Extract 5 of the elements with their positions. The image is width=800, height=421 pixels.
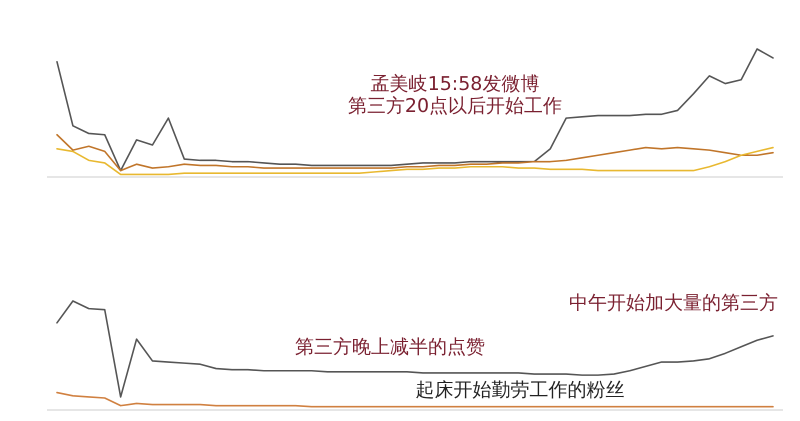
annotation: 起床开始勤劳工作的粉丝	[416, 379, 624, 401]
annotation: 中午开始加大量的第三方	[569, 292, 778, 314]
annotation: 孟美岐15:58发微博	[370, 73, 540, 95]
annotation: 第三方晚上减半的点赞	[295, 336, 485, 358]
annotation: 第三方20点以后开始工作	[348, 95, 562, 117]
